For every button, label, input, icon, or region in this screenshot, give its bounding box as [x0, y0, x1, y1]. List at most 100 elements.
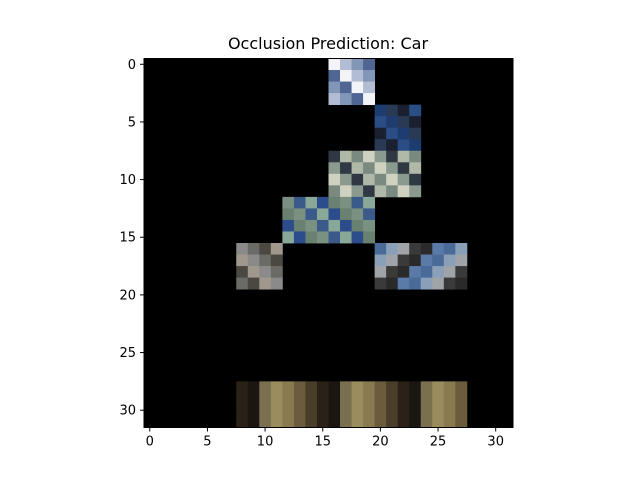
- heatmap-cell: [351, 219, 364, 232]
- heatmap-cell: [340, 93, 352, 106]
- heatmap-cell: [386, 404, 399, 417]
- heatmap-cell: [328, 150, 341, 163]
- heatmap-cell: [363, 162, 376, 175]
- heatmap-cell: [420, 243, 433, 255]
- heatmap-cell: [409, 185, 422, 198]
- x-tick-label: 5: [203, 435, 211, 450]
- heatmap-cell: [305, 415, 318, 428]
- heatmap-cell: [363, 381, 376, 394]
- heatmap-cell: [397, 243, 410, 255]
- heatmap-cell: [340, 404, 352, 417]
- heatmap-cell: [374, 404, 387, 417]
- y-tick-label: 20: [119, 288, 136, 303]
- heatmap-cell: [374, 127, 387, 140]
- heatmap-cell: [247, 381, 260, 394]
- heatmap-cell: [455, 404, 468, 417]
- heatmap-cell: [386, 162, 399, 175]
- heatmap-cell: [340, 219, 352, 232]
- heatmap-cell: [374, 116, 387, 129]
- heatmap-cell: [328, 58, 341, 71]
- heatmap-cell: [432, 392, 445, 405]
- heatmap-cell: [236, 404, 249, 417]
- heatmap-cell: [397, 104, 410, 117]
- heatmap-cell: [247, 243, 260, 255]
- heatmap-cell: [409, 415, 422, 428]
- heatmap-cell: [455, 254, 468, 267]
- heatmap-cell: [328, 392, 341, 405]
- heatmap-cell: [293, 208, 306, 221]
- chart-title: Occlusion Prediction: Car: [228, 34, 429, 53]
- heatmap-cell: [282, 231, 295, 244]
- heatmap-cell: [270, 415, 283, 428]
- heatmap-cell: [236, 254, 249, 267]
- heatmap-cell: [374, 173, 387, 186]
- y-tick-label: 25: [119, 346, 136, 361]
- heatmap-cell: [305, 392, 318, 405]
- heatmap-cell: [455, 243, 468, 255]
- heatmap-cell: [397, 392, 410, 405]
- heatmap-cell: [259, 266, 272, 278]
- heatmap-cell: [247, 392, 260, 405]
- heatmap-cell: [293, 404, 306, 417]
- heatmap-cell: [374, 139, 387, 152]
- heatmap-cell: [374, 162, 387, 175]
- heatmap-cell: [409, 162, 422, 175]
- heatmap-cell: [386, 127, 399, 140]
- heatmap-cell: [386, 116, 399, 129]
- heatmap-cell: [328, 415, 341, 428]
- plot-frame: [143, 58, 514, 428]
- heatmap-cell: [270, 392, 283, 405]
- heatmap-cell: [397, 150, 410, 163]
- heatmap-cell: [374, 243, 387, 255]
- x-tick-label: 10: [257, 435, 274, 450]
- heatmap-cell: [397, 162, 410, 175]
- heatmap-cell: [351, 185, 364, 198]
- heatmap-cell: [282, 404, 295, 417]
- heatmap-cell: [363, 231, 376, 244]
- heatmap-cell: [316, 219, 329, 232]
- heatmap-cell: [351, 392, 364, 405]
- heatmap-cell: [443, 404, 456, 417]
- heatmap-cell: [328, 173, 341, 186]
- x-axis: 0 5 10 15 20 25 30: [146, 427, 504, 450]
- heatmap-cell: [397, 116, 410, 129]
- heatmap-cell: [328, 185, 341, 198]
- heatmap-cell: [340, 196, 352, 209]
- heatmap-cell: [443, 254, 456, 267]
- y-tick-label: 15: [119, 231, 136, 246]
- heatmap-cell: [340, 208, 352, 221]
- heatmap-cell: [305, 381, 318, 394]
- heatmap-cell: [236, 415, 249, 428]
- heatmap-cell: [409, 127, 422, 140]
- x-tick-label: 20: [372, 435, 389, 450]
- heatmap-cell: [293, 392, 306, 405]
- heatmap-cell: [259, 415, 272, 428]
- x-tick-label: 15: [314, 435, 331, 450]
- heatmap-cell: [247, 266, 260, 278]
- heatmap-cell: [363, 173, 376, 186]
- heatmap-cell: [432, 415, 445, 428]
- heatmap-cell: [270, 243, 283, 255]
- heatmap-cell: [328, 81, 341, 94]
- heatmap-cell: [270, 404, 283, 417]
- heatmap-cell: [455, 277, 468, 290]
- heatmap-cell: [397, 185, 410, 198]
- heatmap-cell: [397, 266, 410, 278]
- heatmap-cell: [282, 415, 295, 428]
- y-tick-label: 10: [119, 173, 136, 188]
- heatmap-cell: [409, 266, 422, 278]
- heatmap-cell: [420, 254, 433, 267]
- heatmap-cell: [397, 381, 410, 394]
- heatmap-cell: [432, 381, 445, 394]
- heatmap-cell: [328, 404, 341, 417]
- heatmap-cell: [420, 404, 433, 417]
- heatmap-cell: [409, 139, 422, 152]
- heatmap-cell: [236, 277, 249, 290]
- heatmap-cell: [247, 254, 260, 267]
- heatmap-cell: [270, 254, 283, 267]
- heatmap-cell: [397, 254, 410, 267]
- heatmap-cell: [374, 185, 387, 198]
- heatmap-cell: [432, 266, 445, 278]
- heatmap-cell: [443, 392, 456, 405]
